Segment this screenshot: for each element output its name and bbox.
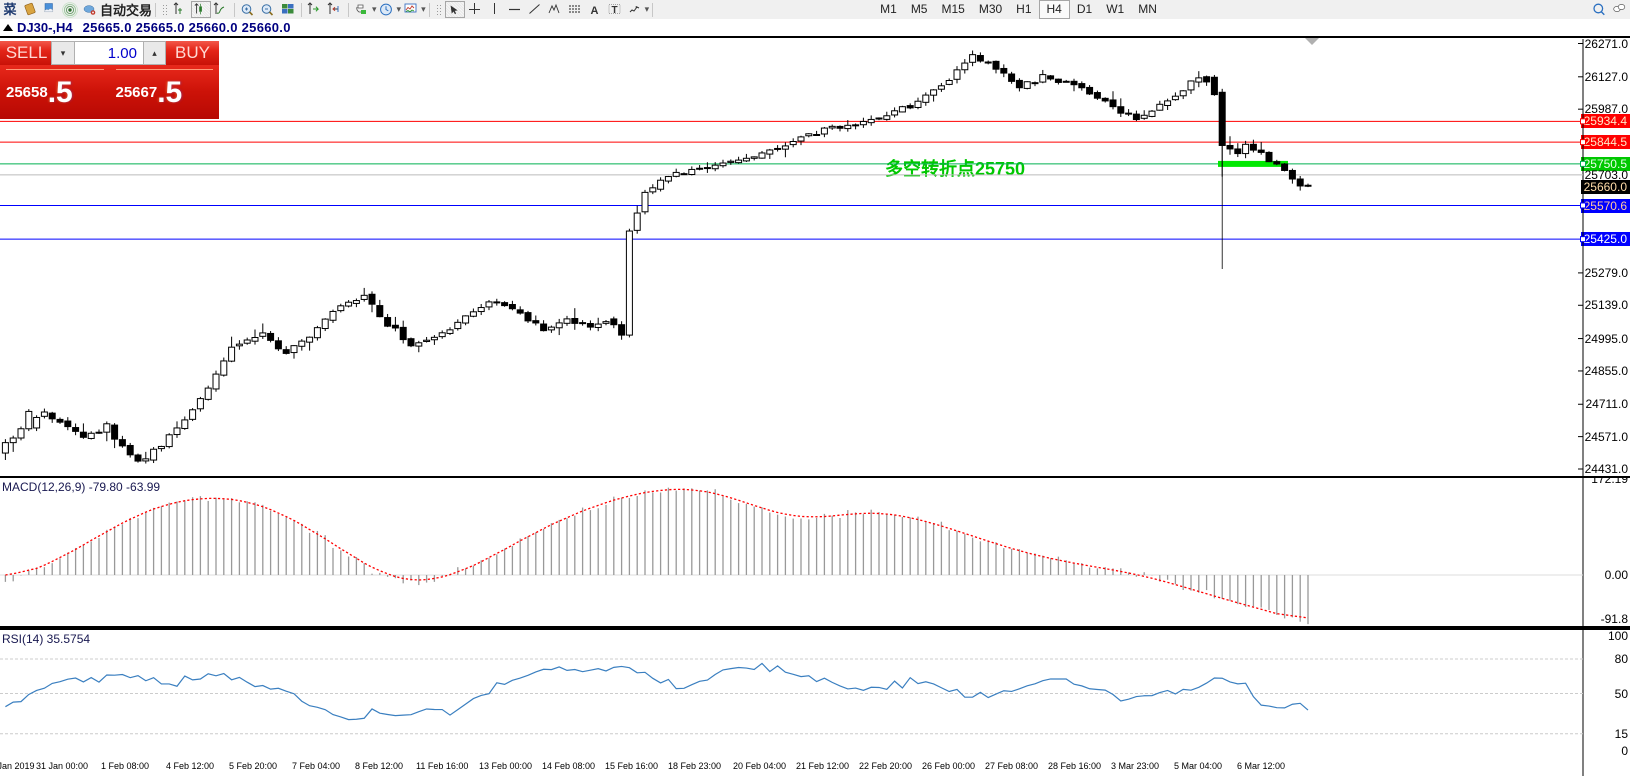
svg-text:菜: 菜 [2, 2, 16, 17]
svg-text:T: T [611, 5, 617, 16]
svg-text:A: A [590, 5, 598, 17]
